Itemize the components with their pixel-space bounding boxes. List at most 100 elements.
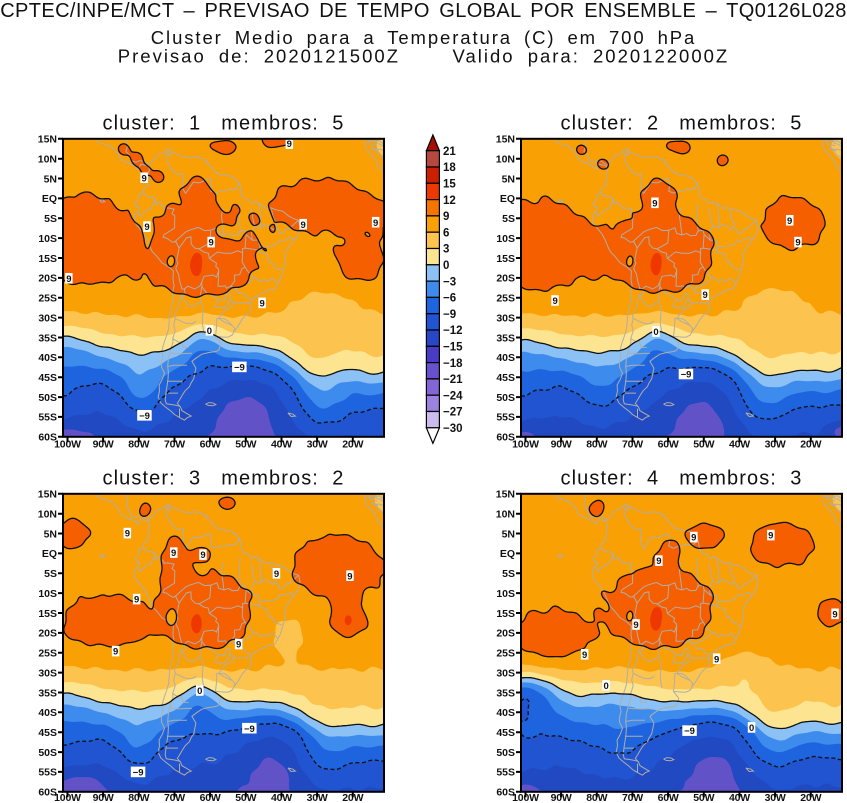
svg-text:80W: 80W bbox=[128, 792, 149, 803]
svg-text:55S: 55S bbox=[496, 412, 515, 424]
svg-text:50W: 50W bbox=[693, 438, 714, 450]
svg-text:9: 9 bbox=[443, 211, 449, 223]
svg-text:20S: 20S bbox=[38, 628, 57, 640]
svg-text:50S: 50S bbox=[496, 747, 515, 759]
svg-text:6: 6 bbox=[443, 227, 449, 239]
svg-text:20W: 20W bbox=[342, 792, 363, 803]
svg-text:50S: 50S bbox=[496, 392, 515, 404]
svg-text:80W: 80W bbox=[586, 438, 607, 450]
svg-text:15S: 15S bbox=[496, 608, 515, 620]
svg-text:9: 9 bbox=[768, 531, 773, 542]
svg-text:9: 9 bbox=[832, 609, 837, 620]
svg-text:5S: 5S bbox=[502, 213, 515, 225]
svg-text:40S: 40S bbox=[38, 707, 57, 719]
svg-text:40W: 40W bbox=[729, 792, 750, 803]
svg-text:EQ: EQ bbox=[500, 548, 515, 560]
svg-text:15N: 15N bbox=[496, 489, 515, 501]
svg-text:50S: 50S bbox=[38, 747, 57, 759]
svg-text:40W: 40W bbox=[271, 438, 292, 450]
svg-text:90W: 90W bbox=[93, 792, 114, 803]
svg-text:10S: 10S bbox=[496, 588, 515, 600]
svg-text:45S: 45S bbox=[496, 372, 515, 384]
svg-text:15N: 15N bbox=[496, 134, 515, 146]
svg-text:−3: −3 bbox=[443, 276, 456, 288]
svg-text:21: 21 bbox=[443, 146, 456, 158]
svg-text:50S: 50S bbox=[38, 392, 57, 404]
svg-text:5N: 5N bbox=[44, 173, 57, 185]
svg-text:−15: −15 bbox=[443, 342, 463, 354]
svg-text:−9: −9 bbox=[443, 309, 456, 321]
svg-text:55S: 55S bbox=[38, 767, 57, 779]
svg-text:9: 9 bbox=[209, 238, 214, 249]
svg-text:60W: 60W bbox=[658, 438, 679, 450]
svg-text:EQ: EQ bbox=[500, 193, 515, 205]
svg-text:35S: 35S bbox=[496, 332, 515, 344]
svg-text:60W: 60W bbox=[200, 792, 221, 803]
svg-text:20W: 20W bbox=[800, 792, 821, 803]
svg-text:−9: −9 bbox=[133, 768, 144, 779]
svg-text:60S: 60S bbox=[496, 787, 515, 799]
svg-text:45S: 45S bbox=[38, 372, 57, 384]
svg-text:0: 0 bbox=[443, 260, 449, 272]
svg-text:0: 0 bbox=[207, 326, 212, 337]
svg-text:−9: −9 bbox=[684, 726, 695, 737]
svg-text:70W: 70W bbox=[164, 438, 185, 450]
svg-text:9: 9 bbox=[260, 299, 265, 310]
svg-text:30W: 30W bbox=[307, 792, 328, 803]
svg-text:60W: 60W bbox=[658, 792, 679, 803]
svg-text:9: 9 bbox=[301, 220, 306, 231]
svg-text:35S: 35S bbox=[38, 332, 57, 344]
svg-text:EQ: EQ bbox=[42, 193, 57, 205]
svg-text:30S: 30S bbox=[496, 312, 515, 324]
svg-text:cluster: 4 membros: 3: cluster: 4 membros: 3 bbox=[560, 467, 802, 489]
svg-text:5N: 5N bbox=[502, 528, 515, 540]
svg-text:9: 9 bbox=[236, 640, 241, 651]
svg-text:9: 9 bbox=[141, 173, 146, 184]
svg-text:Previsao de: 2020121500Z Va: Previsao de: 2020121500Z Valido para: 20… bbox=[118, 46, 729, 67]
svg-text:90W: 90W bbox=[93, 438, 114, 450]
svg-text:40S: 40S bbox=[496, 707, 515, 719]
svg-text:100W: 100W bbox=[512, 438, 539, 450]
svg-text:25S: 25S bbox=[496, 293, 515, 305]
svg-text:10S: 10S bbox=[38, 233, 57, 245]
svg-text:15: 15 bbox=[443, 179, 456, 191]
svg-text:3: 3 bbox=[443, 244, 449, 256]
svg-text:−30: −30 bbox=[443, 423, 463, 435]
svg-text:9: 9 bbox=[287, 139, 292, 150]
svg-text:−24: −24 bbox=[443, 390, 463, 402]
svg-text:20W: 20W bbox=[342, 438, 363, 450]
svg-text:55S: 55S bbox=[496, 767, 515, 779]
svg-text:20S: 20S bbox=[496, 273, 515, 285]
svg-text:70W: 70W bbox=[164, 792, 185, 803]
svg-text:9: 9 bbox=[714, 654, 719, 665]
svg-text:30S: 30S bbox=[38, 312, 57, 324]
svg-text:−27: −27 bbox=[443, 407, 463, 419]
svg-text:cluster: 2 membros: 5: cluster: 2 membros: 5 bbox=[560, 112, 802, 134]
svg-text:−9: −9 bbox=[139, 411, 150, 422]
svg-text:9: 9 bbox=[200, 550, 205, 561]
svg-text:40S: 40S bbox=[38, 352, 57, 364]
svg-text:9: 9 bbox=[274, 569, 279, 580]
svg-text:25S: 25S bbox=[38, 648, 57, 660]
svg-text:−9: −9 bbox=[234, 363, 245, 374]
svg-text:15N: 15N bbox=[38, 134, 57, 146]
svg-text:40W: 40W bbox=[729, 438, 750, 450]
svg-text:80W: 80W bbox=[128, 438, 149, 450]
svg-text:10N: 10N bbox=[38, 509, 57, 521]
svg-text:100W: 100W bbox=[54, 792, 81, 803]
svg-text:9: 9 bbox=[633, 620, 638, 631]
svg-text:5S: 5S bbox=[44, 213, 57, 225]
svg-text:0: 0 bbox=[197, 686, 202, 697]
svg-text:70W: 70W bbox=[622, 792, 643, 803]
svg-text:5N: 5N bbox=[502, 173, 515, 185]
svg-text:40S: 40S bbox=[496, 352, 515, 364]
svg-text:9: 9 bbox=[795, 238, 800, 249]
svg-text:cluster: 1 membros: 5: cluster: 1 membros: 5 bbox=[102, 112, 344, 134]
svg-text:9: 9 bbox=[552, 296, 557, 307]
svg-text:20S: 20S bbox=[496, 628, 515, 640]
svg-text:100W: 100W bbox=[54, 438, 81, 450]
svg-text:45S: 45S bbox=[38, 727, 57, 739]
svg-text:9: 9 bbox=[656, 556, 661, 567]
svg-text:70W: 70W bbox=[622, 438, 643, 450]
svg-text:CPTEC/INPE/MCT – PREVISAO DE T: CPTEC/INPE/MCT – PREVISAO DE TEMPO GLOBA… bbox=[0, 0, 847, 22]
